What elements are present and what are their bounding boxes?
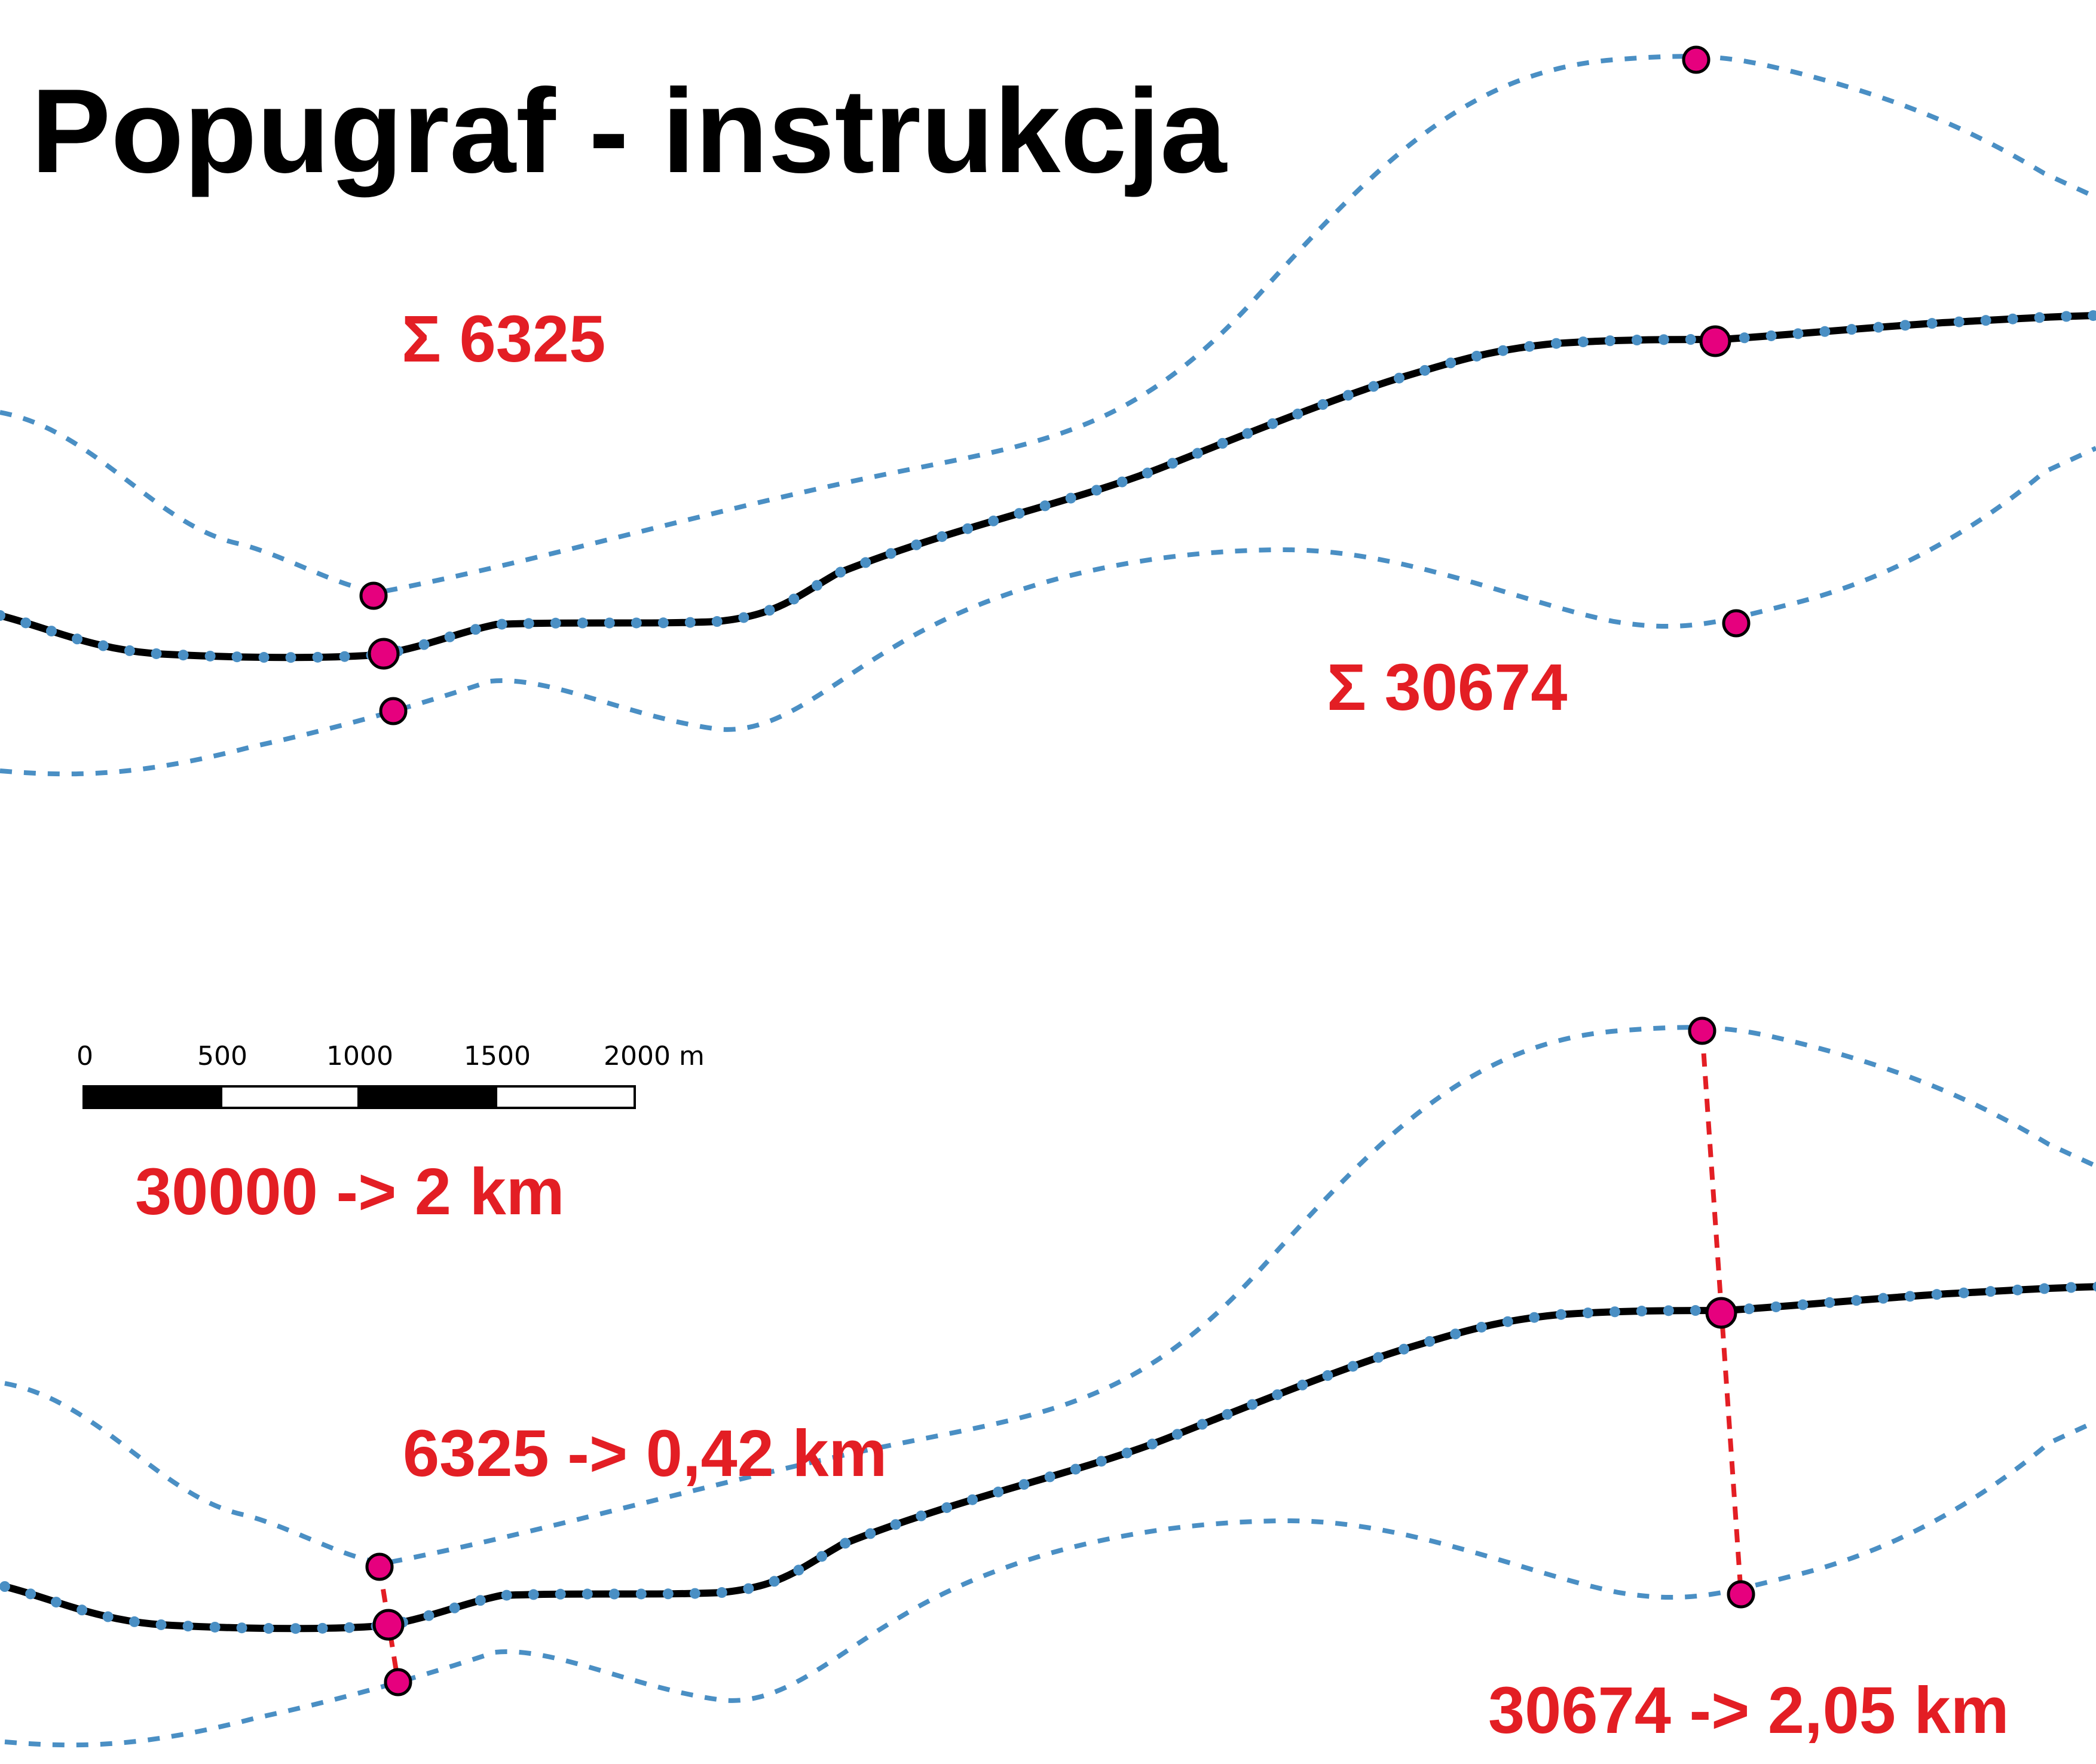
- left-result-label: 6325 -> 0,42 km: [403, 1417, 887, 1490]
- scale-conversion-label: 30000 -> 2 km: [135, 1155, 565, 1229]
- right-result-label: 30674 -> 2,05 km: [1488, 1674, 2009, 1747]
- lower-guide-point-left: [384, 1668, 412, 1696]
- scale-segment-3: [359, 1086, 496, 1108]
- scale-label-1500: 1500: [464, 1041, 531, 1071]
- bottom-map-panel: [5, 1016, 2096, 1745]
- scale-segment-2: [220, 1085, 360, 1109]
- sum-left-label: Σ 6325: [402, 302, 605, 376]
- scale-segment-4: [495, 1085, 636, 1109]
- lower-guide-point-right: [1727, 1580, 1755, 1609]
- upper-guide-point-right: [1682, 45, 1711, 74]
- lower-guide-point-right: [1722, 609, 1751, 638]
- top-map-panel: [0, 45, 2096, 774]
- page-title: Popugraf - instrukcja: [31, 65, 1228, 198]
- road-point-right: [1705, 1297, 1737, 1329]
- upper-guide-point-left: [359, 581, 388, 610]
- scale-segment-1: [84, 1086, 221, 1108]
- road-point-left: [372, 1609, 405, 1641]
- lower-guide-point-left: [379, 697, 408, 725]
- road-point-right: [1699, 325, 1731, 357]
- upper-guide-point-left: [365, 1552, 394, 1581]
- scale-bar: 0 500 1000 1500 2000 m: [77, 1041, 705, 1109]
- scale-label-2000: 2000 m: [604, 1041, 705, 1071]
- road-point-left: [368, 638, 400, 670]
- scale-label-1000: 1000: [326, 1041, 393, 1071]
- sum-right-label: Σ 30674: [1327, 651, 1567, 724]
- upper-guide-point-right: [1688, 1016, 1716, 1045]
- scale-label-500: 500: [197, 1041, 247, 1071]
- scale-label-0: 0: [77, 1041, 93, 1071]
